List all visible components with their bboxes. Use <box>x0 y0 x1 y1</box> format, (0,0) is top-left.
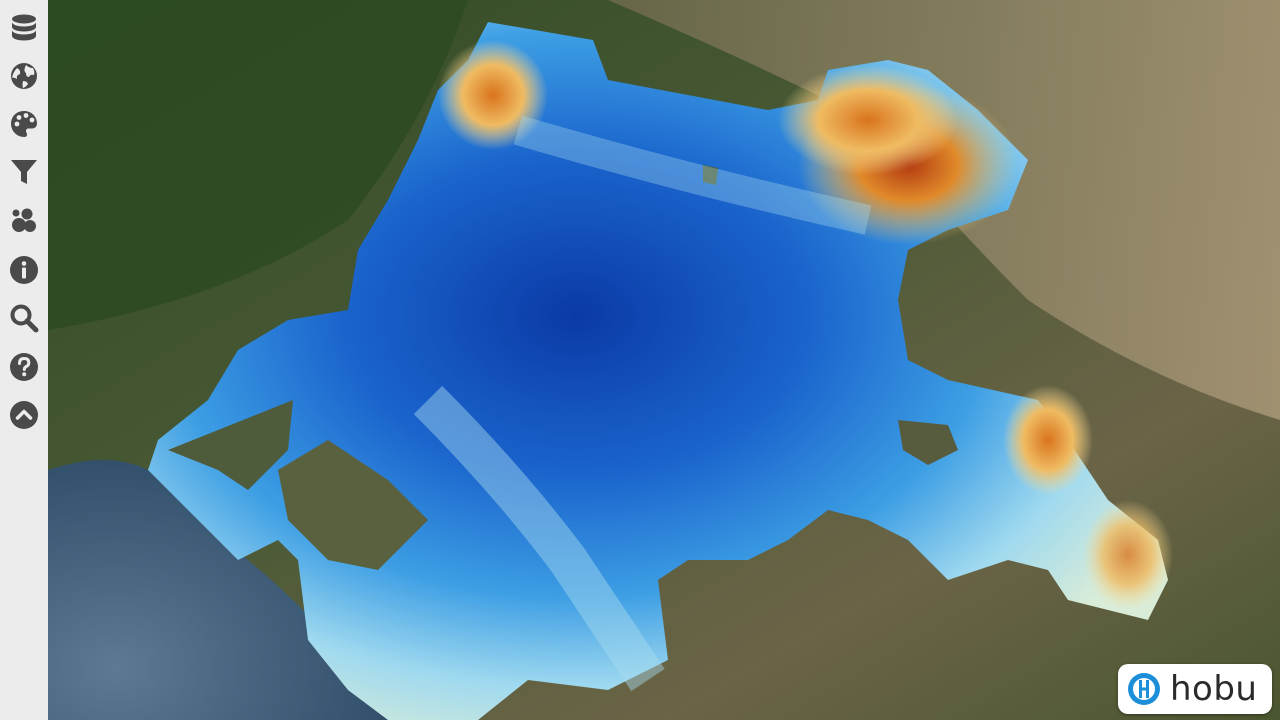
info-icon <box>10 256 38 284</box>
sidebar-item-search[interactable] <box>6 300 42 336</box>
database-icon <box>12 14 36 41</box>
help-icon <box>10 353 38 381</box>
sidebar <box>0 0 48 720</box>
hobu-logo-icon <box>1128 673 1160 705</box>
sidebar-item-appearance[interactable] <box>6 106 42 142</box>
points-icon <box>12 208 36 232</box>
globe-icon <box>11 63 37 89</box>
logo-text: hobu <box>1170 669 1258 709</box>
map-viewport[interactable] <box>48 0 1280 720</box>
sidebar-item-point-size[interactable] <box>6 202 42 238</box>
hobu-logo: hobu <box>1118 664 1272 714</box>
point-cloud-view[interactable] <box>48 0 1280 720</box>
palette-icon <box>11 111 37 137</box>
sidebar-item-filters[interactable] <box>6 154 42 190</box>
sidebar-item-help[interactable] <box>6 349 42 385</box>
sidebar-item-scene[interactable] <box>6 58 42 94</box>
search-icon <box>10 304 39 333</box>
chevron-up-icon <box>10 401 38 429</box>
filter-icon <box>11 160 37 184</box>
sidebar-item-collapse[interactable] <box>6 397 42 433</box>
sidebar-item-info[interactable] <box>6 252 42 288</box>
sidebar-item-data[interactable] <box>6 10 42 46</box>
